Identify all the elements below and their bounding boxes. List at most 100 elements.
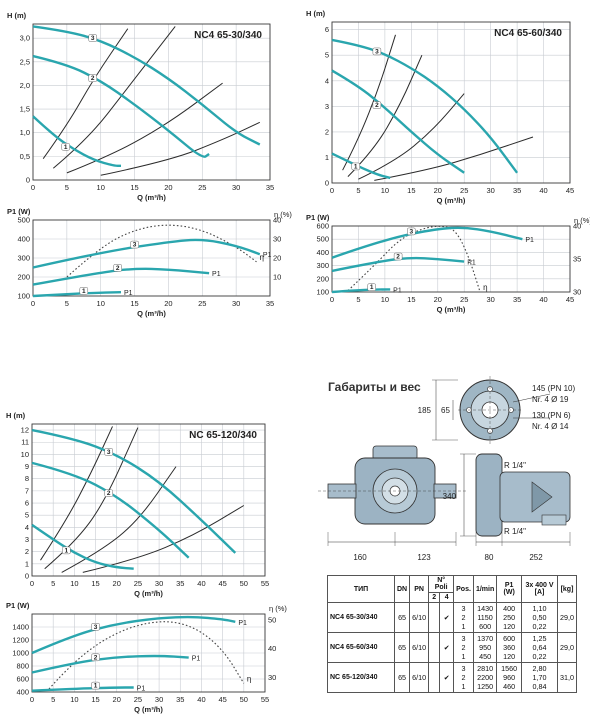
- plot-frame: [331, 21, 571, 184]
- x-tick-label: 10: [70, 695, 78, 704]
- cell-dn: 65: [393, 662, 411, 693]
- x-tick-label: 55: [261, 695, 269, 704]
- y-tick-label: 4: [325, 76, 329, 85]
- x-tick-label: 20: [113, 695, 121, 704]
- series-3-curve: [32, 25, 261, 146]
- chart-nc4-65-30-power: 0 5 10 15 20 25 30 35 100 200 300 400 500 10 20 30 40η (…: [7, 207, 292, 318]
- series-1-curve: [331, 152, 391, 180]
- series-2-curve: [32, 54, 210, 158]
- table-row: NC4 65-60/340 65 6/10 ✔ 3 2 1 1370 950 450 600 360 1…: [327, 632, 578, 663]
- cell-type: NC4 65-60/340: [327, 632, 395, 663]
- cell-pos-line: 2: [461, 673, 466, 682]
- y-tick-label: 1: [325, 153, 329, 162]
- y-tick-label: 200: [17, 273, 30, 282]
- x-tick-label: 15: [130, 299, 138, 308]
- cell-rpm: 2810 2200 1250: [472, 662, 498, 693]
- pump-front-view: [318, 445, 468, 546]
- series-badge-label: 2: [116, 265, 120, 272]
- series-badge: [372, 101, 382, 109]
- cell-pos-line: 1: [461, 652, 466, 661]
- y2-tick-label: 40: [273, 216, 281, 225]
- x-tick-label: 15: [407, 186, 415, 195]
- cell-kg: 29,0: [556, 632, 578, 663]
- x-axis-label: Q (m³/h): [134, 705, 163, 714]
- spec-table: ТИП DN PN N° Poli Pos. 1/min P1 (W) 3x 4…: [327, 575, 578, 693]
- y-tick-label: 2,5: [20, 57, 30, 66]
- series-3-curve: [31, 428, 237, 554]
- y-axis-label: P1 (W): [306, 213, 330, 222]
- col-dn: DN: [393, 575, 411, 603]
- series-1-curve: [32, 115, 121, 167]
- series-badge-label: 1: [370, 284, 374, 291]
- cell-poli-2: [428, 602, 441, 633]
- y-tick-label: 100: [316, 288, 329, 297]
- x-tick-label: 25: [198, 183, 206, 192]
- y-tick-label: 400: [16, 688, 29, 697]
- system-curve: [82, 505, 245, 573]
- y2-tick-label: 30: [573, 288, 581, 297]
- cell-pos-line: 3: [461, 664, 466, 673]
- series-badge-label: 2: [91, 75, 95, 82]
- series-1-curve: [31, 686, 134, 692]
- y2-tick-label: 40: [268, 644, 276, 653]
- series-badge-label: 2: [396, 254, 400, 261]
- cell-p1-line: 120: [503, 652, 516, 661]
- x-tick-label: 5: [356, 186, 360, 195]
- cell-poli-4: ✔: [439, 632, 455, 663]
- cell-amps: 1,25 0,64 0,22: [521, 632, 558, 663]
- x-tick-label: 45: [566, 295, 574, 304]
- y-tick-label: 100: [17, 292, 30, 301]
- x-tick-label: 5: [65, 183, 69, 192]
- dim-80: 80: [485, 553, 494, 562]
- cell-pos-line: 1: [461, 622, 466, 631]
- cell-type: NC4 65-30/340: [327, 602, 395, 633]
- cell-p1-line: 250: [503, 613, 516, 622]
- x-tick-label: 10: [97, 299, 105, 308]
- chart-nc-65-120-head: 0 5 10 15 20 25 30 35 40 45 50 550123456789101112H …: [6, 411, 269, 598]
- cell-rpm-line: 2200: [477, 673, 494, 682]
- series-badge: [91, 623, 100, 631]
- x-tick-label: 45: [566, 186, 574, 195]
- system-curve: [66, 82, 223, 174]
- x-tick-label: 50: [240, 695, 248, 704]
- pump-side-view: [460, 453, 571, 546]
- x-tick-label: 30: [486, 186, 494, 195]
- x-tick-label: 5: [51, 695, 55, 704]
- cell-rpm-line: 1250: [477, 682, 494, 691]
- series-badge-label: 2: [107, 490, 111, 497]
- x-tick-label: 35: [176, 695, 184, 704]
- x-tick-label: 40: [539, 186, 547, 195]
- cell-kg: 31,0: [556, 662, 578, 693]
- x-tick-label: 0: [30, 579, 34, 588]
- cell-poli-4: ✔: [439, 602, 455, 633]
- y-tick-label: 6: [325, 25, 329, 34]
- x-tick-label: 20: [113, 579, 121, 588]
- grid: [331, 225, 571, 293]
- series-badge-label: 3: [133, 242, 137, 249]
- x-tick-label: 35: [513, 186, 521, 195]
- series-badge-label: 3: [91, 35, 95, 42]
- dim-340: 340: [443, 492, 457, 501]
- power-label: P1: [238, 620, 247, 627]
- cell-rpm-line: 950: [479, 643, 492, 652]
- cell-amps-line: 1,25: [532, 634, 547, 643]
- power-label: P1: [137, 685, 146, 692]
- y-tick-label: 0: [25, 572, 29, 581]
- x-tick-label: 50: [240, 579, 248, 588]
- col-kg: [kg]: [556, 575, 578, 603]
- col-poli-4: 4: [439, 592, 455, 603]
- cell-amps-line: 0,64: [532, 643, 547, 652]
- table-row: NC 65-120/340 65 6/10 ✔ 3 2 1 2810 2200 1250 1560 9…: [327, 662, 578, 693]
- cell-p1: 400 250 120: [496, 602, 523, 633]
- y-tick-label: 5: [25, 511, 29, 520]
- x-tick-label: 5: [356, 295, 360, 304]
- x-tick-label: 35: [176, 579, 184, 588]
- x-tick-label: 0: [330, 295, 334, 304]
- system-curve: [52, 26, 176, 169]
- efficiency-curve: [48, 621, 245, 690]
- cell-rpm-line: 600: [479, 622, 492, 631]
- y-tick-label: 500: [17, 216, 30, 225]
- cell-pos-line: 1: [461, 682, 466, 691]
- system-curve: [358, 93, 465, 180]
